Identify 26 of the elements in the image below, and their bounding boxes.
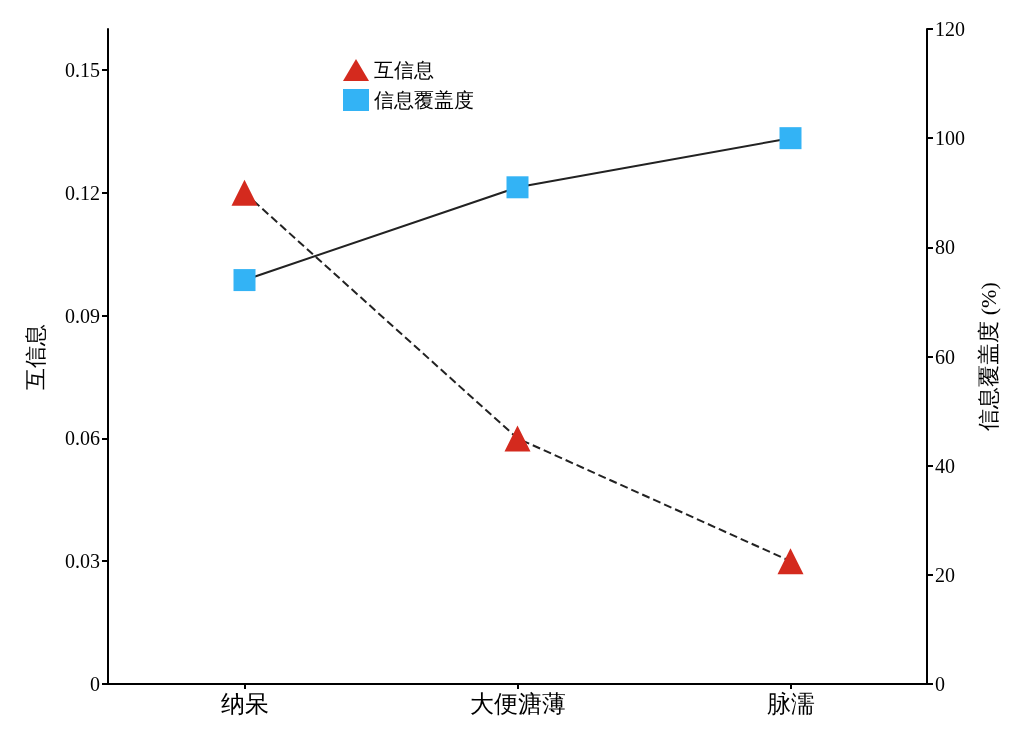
y-tick-label: 0.12 (65, 181, 100, 204)
y-tick-label: 0.03 (65, 550, 100, 573)
y-tick-label: 0.06 (65, 427, 100, 450)
point (231, 179, 258, 206)
y-tick-label: 0 (90, 673, 100, 695)
y2-tick-label: 80 (935, 236, 955, 259)
y2-tick-label: 100 (935, 127, 965, 150)
legend-label: 信息覆盖度 (374, 89, 474, 111)
y2-tick-label: 60 (935, 345, 955, 368)
y2-tick-label: 120 (935, 18, 965, 40)
point (504, 425, 531, 452)
point (779, 127, 802, 150)
y2-tick-label: 0 (935, 673, 945, 695)
x-tick-label: 脉濡 (766, 691, 815, 717)
point (777, 548, 804, 575)
y2-tick-label: 40 (935, 454, 955, 477)
y-axis-title: 互信息 (22, 323, 48, 390)
y-tick-label: 0.09 (65, 304, 100, 327)
y2-tick-label: 20 (935, 563, 955, 586)
x-tick-label: 大便溏薄 (469, 691, 566, 717)
x-tick-label: 纳呆 (220, 691, 269, 717)
y2-axis-title: 信息覆盖度 (%) (975, 282, 1001, 431)
y-tick-label: 0.15 (65, 58, 100, 81)
legend-label: 互信息 (374, 59, 434, 81)
point (506, 176, 529, 199)
point (233, 269, 256, 292)
